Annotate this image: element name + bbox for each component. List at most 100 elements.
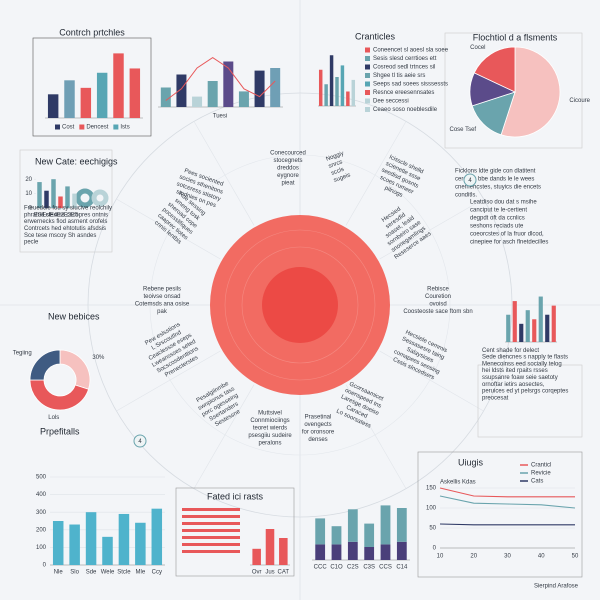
legend-label: Cosreod sedl trtnces sil — [373, 65, 435, 71]
legend-label: Cranticl — [531, 463, 551, 469]
text-line: pecle — [24, 240, 39, 246]
x-tick-label: Ovr — [252, 570, 262, 576]
x-tick-label: CCC — [314, 565, 328, 571]
x-tick-label: E5 — [71, 213, 79, 219]
bar — [113, 53, 124, 119]
bar — [80, 87, 92, 118]
x-tick-label: E3 — [64, 213, 72, 219]
chart-title: Cranticles — [355, 31, 396, 41]
bar — [252, 548, 261, 565]
text-line: pieat — [281, 181, 294, 187]
bar — [532, 319, 537, 342]
bar — [538, 296, 543, 342]
bar — [58, 196, 63, 208]
bar-segment — [396, 508, 407, 542]
badge — [133, 434, 147, 448]
x-tick-label: Ccy — [152, 570, 162, 576]
bar — [47, 94, 59, 118]
y-tick-label: 150 — [426, 486, 437, 492]
bar — [44, 190, 49, 208]
bar — [69, 524, 80, 565]
bar-segment — [347, 509, 358, 542]
stripe — [182, 543, 240, 546]
panel-frame — [32, 37, 152, 137]
spokes — [88, 93, 512, 517]
stripe — [182, 522, 240, 525]
legend-label: Cats — [531, 479, 543, 485]
bar — [279, 538, 288, 565]
legend-label: Coneencet sl aoesl sla soee — [373, 48, 449, 54]
text-line: seshons reciads ute — [470, 224, 524, 230]
chart-title: Flochtiol d a flsments — [473, 32, 558, 42]
text-line: denses — [308, 437, 327, 443]
text-line: ovoisd — [429, 301, 446, 307]
line-series — [439, 523, 575, 526]
legend-label: Shgee tl tis aeie srs — [373, 73, 425, 79]
chart-title: Uiugis — [458, 457, 484, 467]
text-line: stocegnets — [273, 158, 302, 164]
bar — [102, 536, 113, 565]
bar — [519, 323, 524, 342]
text-line: snrcs — [328, 159, 344, 170]
bar — [324, 84, 328, 106]
y-tick-label: 0 — [433, 546, 437, 552]
bar — [318, 69, 323, 106]
panel-frame — [444, 32, 583, 149]
bar-segment — [331, 544, 342, 560]
legend-label: Seeps sad soees sisssessts — [373, 82, 448, 88]
legend-label: Resnce ereesennsates — [373, 90, 434, 96]
x-tick-label: 50 — [572, 554, 579, 560]
text-line: Contrcets hed ehtotutis afsdsis — [24, 226, 106, 232]
text-line: canciput te le-certient — [470, 208, 527, 214]
slice — [500, 46, 561, 138]
bar — [51, 179, 56, 208]
x-tick-label: Est — [42, 213, 51, 219]
stripe — [182, 515, 240, 518]
legend-swatch — [365, 64, 370, 70]
x-tick-label: C14 — [396, 565, 408, 571]
legend-label: Revicie — [531, 471, 551, 477]
x-tick-label: 10 — [437, 554, 444, 560]
legend-swatch — [365, 73, 370, 78]
text-block: Ficklons ldte gide con dlatitent cergens … — [455, 169, 541, 199]
text-line: ornoftar ietirs aosectes, — [482, 382, 545, 388]
text-line: peruices ed yt pelsrgs corqeptes — [482, 389, 568, 395]
value-label: 30% — [92, 355, 105, 361]
bar — [151, 508, 163, 565]
text-line: Conecourced — [270, 151, 306, 157]
text-line: for oronsore — [302, 429, 335, 435]
slice-label: Tegiing — [13, 351, 32, 357]
legend-swatch — [365, 56, 370, 61]
bar — [223, 61, 234, 107]
y-tick-label: 300 — [36, 510, 47, 516]
text-line: Freuedcle fou sy siucive reolchily — [24, 206, 112, 212]
line — [165, 56, 276, 101]
badge-label: 4 — [138, 439, 142, 445]
bar — [65, 186, 70, 208]
bar — [335, 77, 339, 106]
x-axis-label: Tuesi — [213, 114, 227, 120]
text-line: hei ldsts ited rpaits rsses — [482, 368, 548, 374]
y-tick-label: 0 — [43, 563, 47, 569]
text-line: dreddos — [277, 166, 299, 172]
bar — [238, 91, 249, 107]
bar — [340, 65, 345, 106]
x-tick-label: C1O — [330, 565, 343, 571]
bar-segment — [315, 544, 326, 560]
y-tick-label: 100 — [36, 545, 47, 551]
bar — [512, 301, 517, 342]
bar-segment — [364, 523, 375, 547]
chart-title: New bebices — [48, 311, 100, 321]
y-tick-label: 50 — [429, 526, 436, 532]
chart-title: New Cate: eechigigs — [35, 156, 118, 166]
x-tick-label: CCS — [379, 565, 392, 571]
x-tick-label: ES1 — [34, 213, 46, 219]
legend-label: Ceaeo soso noeblesdile — [373, 107, 438, 113]
x-tick-label: Slo — [70, 570, 79, 576]
text-line: peralons — [258, 441, 281, 447]
